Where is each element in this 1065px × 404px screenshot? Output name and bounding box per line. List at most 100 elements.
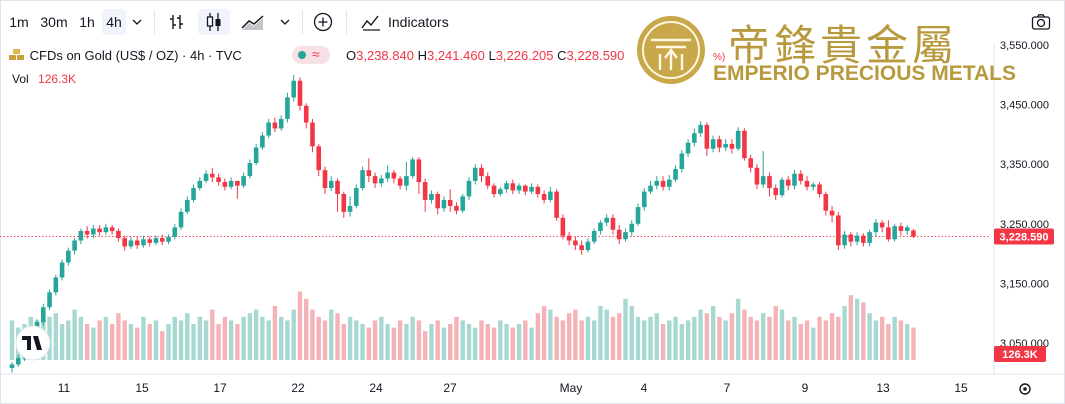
candle-body	[391, 172, 397, 179]
volume-bar	[310, 309, 315, 360]
volume-bar	[854, 298, 860, 360]
volume-bar	[147, 324, 152, 360]
indicators-button[interactable]: Indicators	[388, 14, 449, 30]
volume-bar	[723, 320, 728, 360]
volume-bar	[679, 324, 685, 360]
style-dropdown-chevron-icon[interactable]	[276, 9, 294, 35]
candle-body	[485, 176, 491, 186]
volume-bar	[59, 324, 65, 360]
volume-bar	[779, 309, 785, 360]
bars-style-icon[interactable]	[164, 9, 190, 35]
candle-body	[184, 199, 190, 212]
data-delay-icon[interactable]: ≈	[312, 46, 320, 62]
indicators-icon[interactable]	[360, 9, 382, 35]
volume-bar	[861, 302, 866, 360]
candle-body	[616, 229, 622, 240]
legend-status-dots: ≈	[292, 46, 330, 67]
volume-bar	[479, 320, 484, 360]
candle-body	[504, 183, 509, 190]
candle-body	[767, 176, 772, 189]
area-style-icon[interactable]	[238, 9, 268, 35]
volume-bar	[66, 320, 71, 360]
interval-4h-button[interactable]: 4h	[102, 9, 126, 35]
volume-bar	[72, 309, 77, 360]
candle-body	[660, 180, 666, 187]
candle-body	[366, 170, 372, 177]
candle-body	[717, 139, 722, 148]
settings-gear-icon[interactable]	[1019, 383, 1031, 395]
interval-1m-button[interactable]: 1m	[9, 14, 29, 30]
candle-body	[692, 133, 697, 143]
volume-bar	[698, 309, 703, 360]
volume-bar	[153, 320, 159, 360]
volume-bar	[372, 320, 378, 360]
volume-bar	[391, 327, 397, 360]
candle-body	[635, 207, 641, 224]
candle-body	[641, 191, 647, 208]
legend-row-volume: Vol 126.3K	[12, 72, 77, 86]
volume-bar	[742, 309, 747, 360]
volume-bar	[135, 327, 140, 360]
volume-bar	[454, 316, 459, 360]
volume-bar	[379, 316, 384, 360]
camera-icon[interactable]	[1028, 9, 1054, 35]
candle-body	[203, 173, 209, 181]
x-tick-label: 4	[641, 381, 648, 395]
volume-bar	[717, 316, 722, 360]
interval-dropdown-chevron-icon[interactable]	[128, 9, 146, 35]
volume-bar	[642, 320, 647, 360]
candle-body	[379, 178, 384, 184]
candle-body	[41, 307, 46, 323]
emperio-emblem-ring	[642, 21, 700, 79]
candle-body	[178, 211, 184, 228]
candle-body	[122, 238, 127, 247]
volume-bar	[366, 327, 372, 360]
volume-bar	[504, 324, 509, 360]
candle-body	[141, 239, 146, 246]
volume-bar	[91, 327, 96, 360]
compare-plus-icon[interactable]	[310, 9, 336, 35]
volume-bar	[172, 316, 177, 360]
candle-body	[861, 235, 866, 243]
volume-bar	[191, 324, 196, 360]
watermark-english-text: EMPERIO PRECIOUS METALS	[713, 62, 1016, 85]
volume-bar	[228, 320, 234, 360]
candle-body	[291, 80, 296, 98]
volume-bar	[322, 320, 328, 360]
candle-body	[829, 210, 835, 216]
interval-1h-button[interactable]: 1h	[79, 14, 95, 30]
candle-body	[447, 199, 453, 206]
volume-bar	[203, 320, 209, 360]
volume-bar	[748, 316, 753, 360]
candle-body	[472, 167, 478, 181]
symbol-title[interactable]: CFDs on Gold (US$ / OZ) · 4h · TVC	[29, 48, 242, 63]
volume-bar	[754, 320, 760, 360]
volume-bar	[792, 316, 797, 360]
volume-bar	[260, 316, 265, 360]
candle-body	[404, 176, 409, 186]
candle-body	[904, 227, 910, 231]
watermark-chinese-text: 帝鋒貴金屬	[728, 21, 959, 70]
last-price-badge	[994, 228, 1054, 245]
volume-bar	[823, 320, 828, 360]
candle-body	[510, 183, 516, 191]
candle-body	[598, 222, 603, 231]
candles-style-icon[interactable]	[198, 9, 230, 35]
tradingview-logo-icon[interactable]	[15, 325, 51, 361]
candle-body	[103, 227, 109, 233]
volume-bar	[473, 327, 478, 360]
ohlc-values: O3,238.840 H3,241.460 L3,226.205 C3,228.…	[346, 48, 625, 63]
volume-bar	[629, 306, 634, 360]
candle-body	[854, 235, 860, 242]
x-tick-label: 9	[802, 381, 809, 395]
candle-body	[579, 245, 584, 251]
volume-bar	[448, 324, 453, 360]
volume-bar	[523, 320, 528, 360]
volume-bar	[354, 320, 359, 360]
volume-bar	[591, 320, 597, 360]
volume-bar	[272, 306, 278, 360]
candle-body	[585, 241, 591, 251]
interval-30m-button[interactable]: 30m	[40, 14, 68, 30]
volume-bar	[529, 327, 534, 360]
